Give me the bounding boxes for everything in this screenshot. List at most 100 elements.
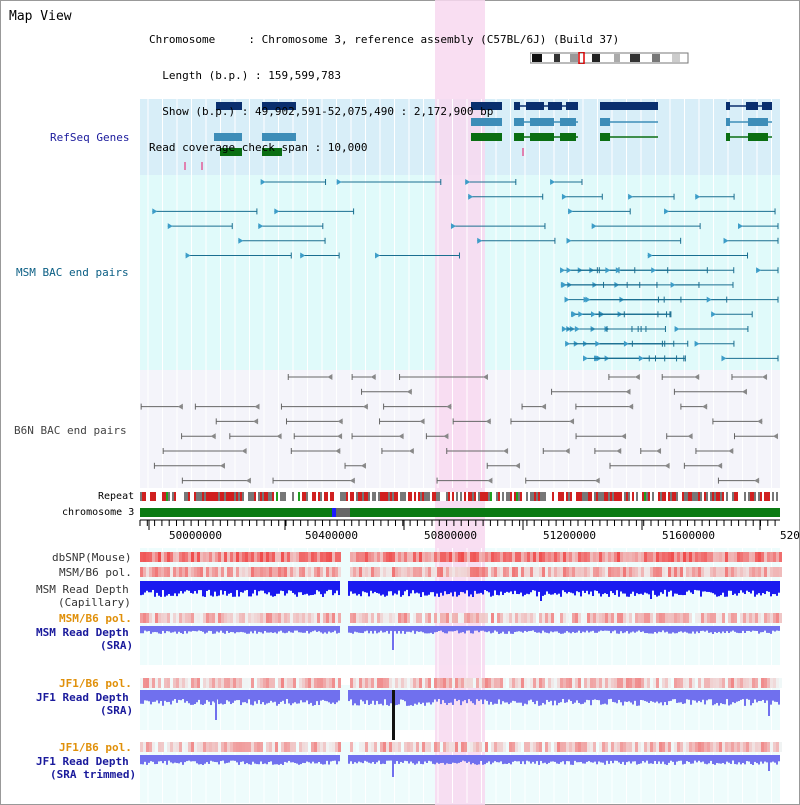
depth-bar [438,626,440,631]
depth-bar [288,755,290,761]
depth-bar [198,755,200,765]
depth-bar [576,581,578,592]
heat-cell [416,742,419,752]
heat-cell [647,742,650,752]
heat-cell [779,552,782,562]
depth-bar [204,626,206,634]
depth-bar [420,690,422,705]
heat-cell [551,567,554,577]
heat-cell [740,678,743,688]
depth-bar [160,755,162,762]
depth-bar [188,626,190,632]
heat-cell [779,613,782,623]
depth-bar [574,690,576,703]
depth-bar [748,755,750,762]
heat-cell [389,613,392,623]
depth-bar [754,755,756,762]
depth-bar [306,755,308,762]
depth-bar [552,581,554,595]
chromosome-bar [140,508,780,517]
heat-cell [383,678,386,688]
depth-bar [692,626,694,632]
depth-bar [756,755,758,764]
depth-bar [466,626,468,631]
depth-bar [440,626,442,631]
bac-end [695,193,701,200]
heat-cell [332,742,335,752]
depth-bar [610,626,612,634]
depth-bar [470,626,472,634]
bac-end [638,355,644,362]
depth-bar [274,581,276,597]
depth-bar [584,626,586,633]
depth-bar [152,626,154,633]
depth-bar [726,581,728,597]
depth-bar [708,581,710,592]
heat-cell [179,613,182,623]
bac-end [566,237,572,244]
depth-bar [444,626,446,634]
heat-cell [239,552,242,562]
depth-bar [262,581,264,591]
heat-cell [155,552,158,562]
depth-bar [154,581,156,597]
heat-cell [554,678,557,688]
bac-end [723,237,729,244]
bac-end [152,208,158,215]
depth-bar [486,690,488,701]
depth-bar [220,755,222,762]
heat-cell [701,552,704,562]
heat-cell [560,742,563,752]
heat-cell [254,742,257,752]
heat-cell [503,552,506,562]
chromosome-gap [336,508,350,517]
depth-bar [338,581,340,596]
depth-bar [642,755,644,762]
depth-bar [778,755,780,762]
bac-end [738,223,744,230]
msm-depth-capillary-sub: (Capillary) [58,596,131,609]
depth-bar [726,626,728,632]
depth-bar [450,626,452,632]
depth-bar [566,626,568,632]
repeat-block [478,492,480,501]
chromosome-ideogram[interactable] [530,52,690,64]
depth-bar [598,690,600,701]
depth-bar [374,755,376,764]
depth-bar [294,690,296,703]
depth-bar [436,626,438,632]
depth-bar [150,690,152,705]
depth-bar [678,690,680,703]
depth-bar [768,581,770,592]
repeat-block [650,492,652,501]
depth-bar [772,690,774,701]
depth-bar [496,626,498,632]
depth-bar [272,690,274,703]
heat-cell [275,613,278,623]
depth-bar [750,755,752,764]
depth-bar [284,581,286,596]
depth-bar [636,581,638,594]
repeat-block [646,492,648,501]
depth-bar [732,690,734,703]
heat-cell [476,678,479,688]
repeat-block [700,492,702,501]
heat-cell [398,552,401,562]
heat-cell [773,552,776,562]
depth-bar [194,626,196,632]
depth-bar [738,626,740,634]
repeat-block [330,492,332,501]
heat-cell [428,742,431,752]
heat-cell [230,552,233,562]
depth-bar [498,755,500,763]
repeat-block [766,492,768,501]
depth-bar [216,626,218,632]
depth-bar [418,626,420,632]
heat-cell [200,567,203,577]
depth-bar [488,581,490,593]
heat-cell [491,678,494,688]
heat-cell [407,552,410,562]
repeat-block [206,492,208,501]
heat-cell [416,552,419,562]
